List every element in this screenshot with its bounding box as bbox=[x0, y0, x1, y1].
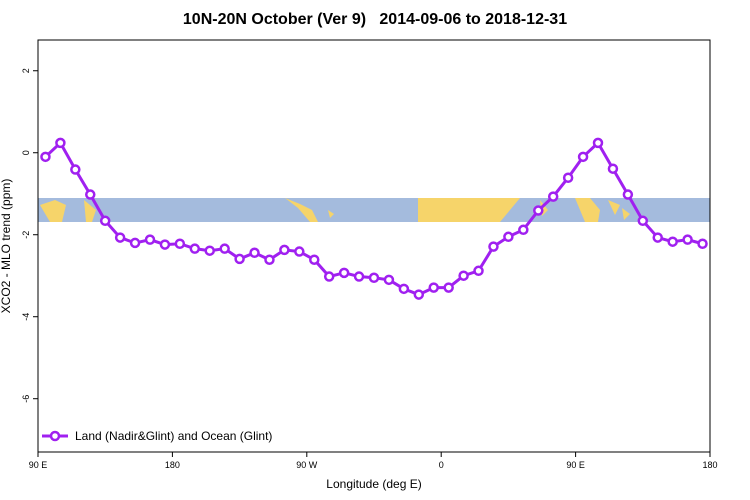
point bbox=[40, 151, 51, 163]
x-tick-label: 90 E bbox=[566, 460, 585, 470]
point bbox=[697, 238, 708, 249]
point bbox=[114, 232, 126, 243]
x-tick-label: 90 E bbox=[29, 460, 48, 470]
point bbox=[473, 265, 484, 277]
legend-marker bbox=[49, 430, 61, 442]
point bbox=[264, 254, 275, 265]
point bbox=[279, 244, 290, 256]
point bbox=[99, 215, 111, 227]
point bbox=[607, 163, 619, 174]
chart-title: 10N-20N October (Ver 9) 2014-09-06 to 20… bbox=[183, 11, 567, 28]
point bbox=[533, 205, 544, 216]
point bbox=[562, 172, 574, 183]
point bbox=[383, 274, 395, 286]
point bbox=[70, 164, 81, 175]
point bbox=[577, 151, 589, 163]
point bbox=[189, 243, 201, 254]
y-axis-label: XCO2 - MLO trend (ppm) bbox=[0, 179, 13, 314]
point bbox=[323, 271, 335, 282]
x-tick-label: 90 W bbox=[296, 460, 318, 470]
point bbox=[518, 224, 529, 236]
y-tick-label: 0 bbox=[21, 150, 31, 155]
point bbox=[398, 283, 410, 295]
point bbox=[368, 272, 380, 284]
point bbox=[413, 289, 425, 300]
y-tick-label: -2 bbox=[21, 231, 31, 239]
point bbox=[547, 191, 559, 202]
point bbox=[458, 270, 469, 281]
point bbox=[159, 239, 171, 250]
point bbox=[338, 267, 350, 279]
x-tick-label: 180 bbox=[702, 460, 717, 470]
x-axis-label: Longitude (deg E) bbox=[326, 477, 421, 491]
legend-label: Land (Nadir&Glint) and Ocean (Glint) bbox=[75, 429, 272, 443]
point bbox=[294, 246, 305, 257]
point bbox=[219, 243, 230, 254]
point bbox=[55, 137, 66, 149]
point bbox=[204, 245, 215, 256]
y-tick-label: -4 bbox=[21, 313, 31, 321]
point bbox=[592, 137, 604, 149]
point bbox=[652, 232, 663, 243]
point bbox=[488, 241, 499, 252]
point bbox=[353, 271, 365, 282]
map-strip bbox=[38, 198, 710, 222]
x-tick-label: 180 bbox=[165, 460, 180, 470]
point bbox=[129, 237, 141, 249]
y-tick-label: 2 bbox=[21, 68, 31, 73]
plot-frame bbox=[37, 39, 711, 453]
point bbox=[622, 189, 634, 200]
point bbox=[667, 236, 678, 247]
point bbox=[144, 234, 156, 245]
point bbox=[85, 189, 96, 200]
point bbox=[503, 231, 514, 243]
point bbox=[443, 282, 454, 293]
point bbox=[249, 247, 260, 259]
y-tick-label: -6 bbox=[21, 395, 31, 403]
point bbox=[428, 282, 439, 293]
point bbox=[174, 238, 186, 249]
point bbox=[682, 234, 693, 245]
point bbox=[309, 254, 320, 265]
point bbox=[234, 253, 245, 265]
x-tick-label: 0 bbox=[439, 460, 444, 470]
point bbox=[637, 215, 649, 227]
